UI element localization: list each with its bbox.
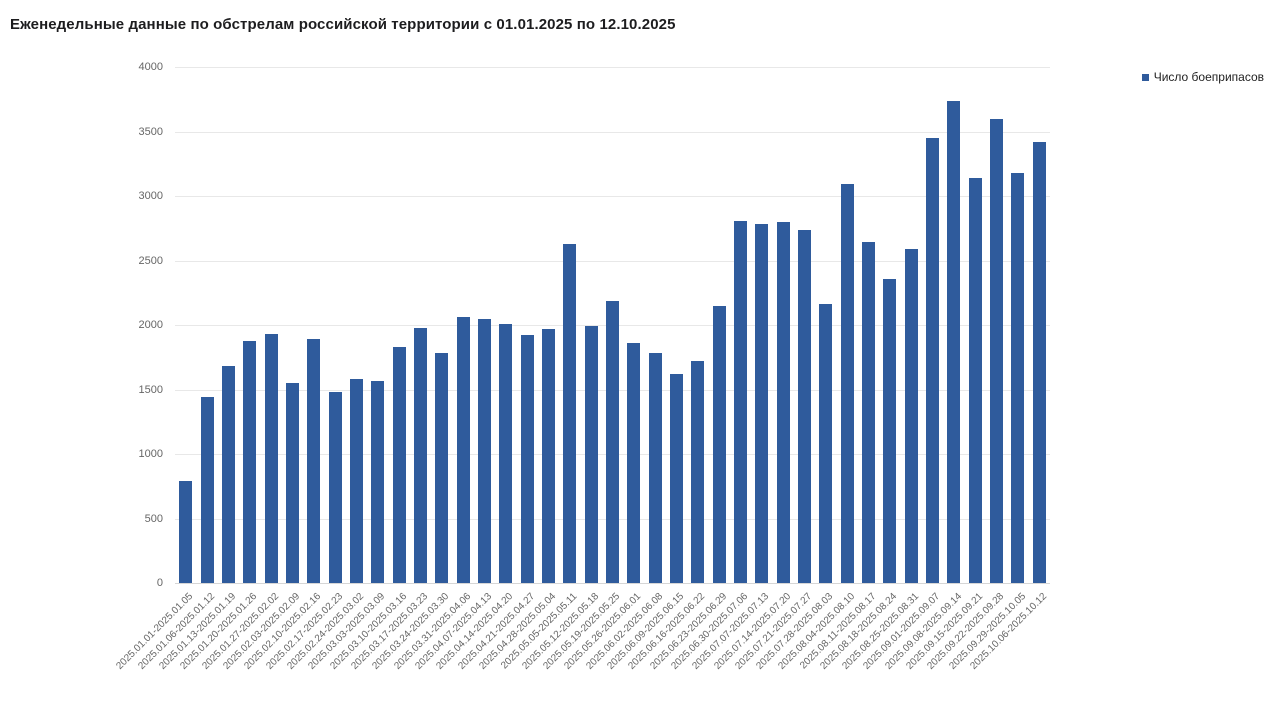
y-tick-label: 3500: [138, 125, 163, 138]
gridline: [175, 196, 1050, 197]
bar: [585, 326, 598, 583]
bar: [1033, 141, 1046, 583]
bar: [947, 100, 960, 583]
bar: [862, 242, 875, 583]
y-tick-label: 2500: [138, 254, 163, 267]
bar: [627, 343, 640, 583]
bar: [222, 366, 235, 583]
y-tick-label: 1500: [138, 383, 163, 396]
gridline: [175, 260, 1050, 262]
bar: [990, 118, 1003, 583]
bar: [798, 229, 811, 583]
plot-area: 0 500 1000 1500 2000 2500 3000 3500 4000 2025.01.…: [115, 61, 1050, 672]
bar: [777, 221, 790, 583]
bar: [734, 220, 747, 583]
bar: [307, 339, 320, 583]
bar: [713, 305, 726, 583]
bar: [201, 397, 214, 583]
bar: [841, 184, 854, 583]
y-tick-label: 3000: [138, 190, 163, 202]
bar: [329, 392, 342, 583]
bar: [1011, 172, 1024, 583]
chart-title: Еженедельные данные по обстрелам российс…: [10, 16, 676, 33]
bar: [542, 328, 555, 583]
bar: [243, 340, 256, 583]
y-tick-label: 4000: [138, 61, 163, 73]
bar: [435, 353, 448, 583]
bar: [499, 323, 512, 583]
bar: [670, 374, 683, 583]
y-tick-label: 500: [144, 512, 163, 525]
bar: [265, 334, 278, 583]
gridline: [175, 131, 1050, 133]
bar: [905, 248, 918, 583]
bar: [521, 335, 534, 583]
bar: [179, 481, 192, 583]
bar: [371, 380, 384, 583]
bar: [649, 353, 662, 583]
legend: Число боеприпасов: [1141, 70, 1264, 84]
bar: [414, 327, 427, 583]
y-tick-label: 1000: [138, 448, 163, 460]
legend-swatch-icon: [1141, 73, 1149, 81]
bar: [393, 346, 406, 583]
bar: [926, 137, 939, 583]
bar: [563, 243, 576, 583]
bar: [350, 379, 363, 583]
bar: [755, 224, 768, 583]
y-tick-label: 0: [156, 577, 163, 589]
bar: [457, 317, 470, 583]
bar: [969, 177, 982, 583]
bar: [691, 361, 704, 583]
x-axis-baseline: [175, 583, 1050, 584]
legend-label: Число боеприпасов: [1153, 70, 1264, 84]
bar: [606, 300, 619, 583]
y-tick-label: 2000: [138, 319, 163, 331]
bar: [478, 318, 491, 583]
gridline: [175, 67, 1050, 68]
bar: [286, 383, 299, 583]
bar: [883, 278, 896, 583]
bar: [819, 304, 832, 583]
